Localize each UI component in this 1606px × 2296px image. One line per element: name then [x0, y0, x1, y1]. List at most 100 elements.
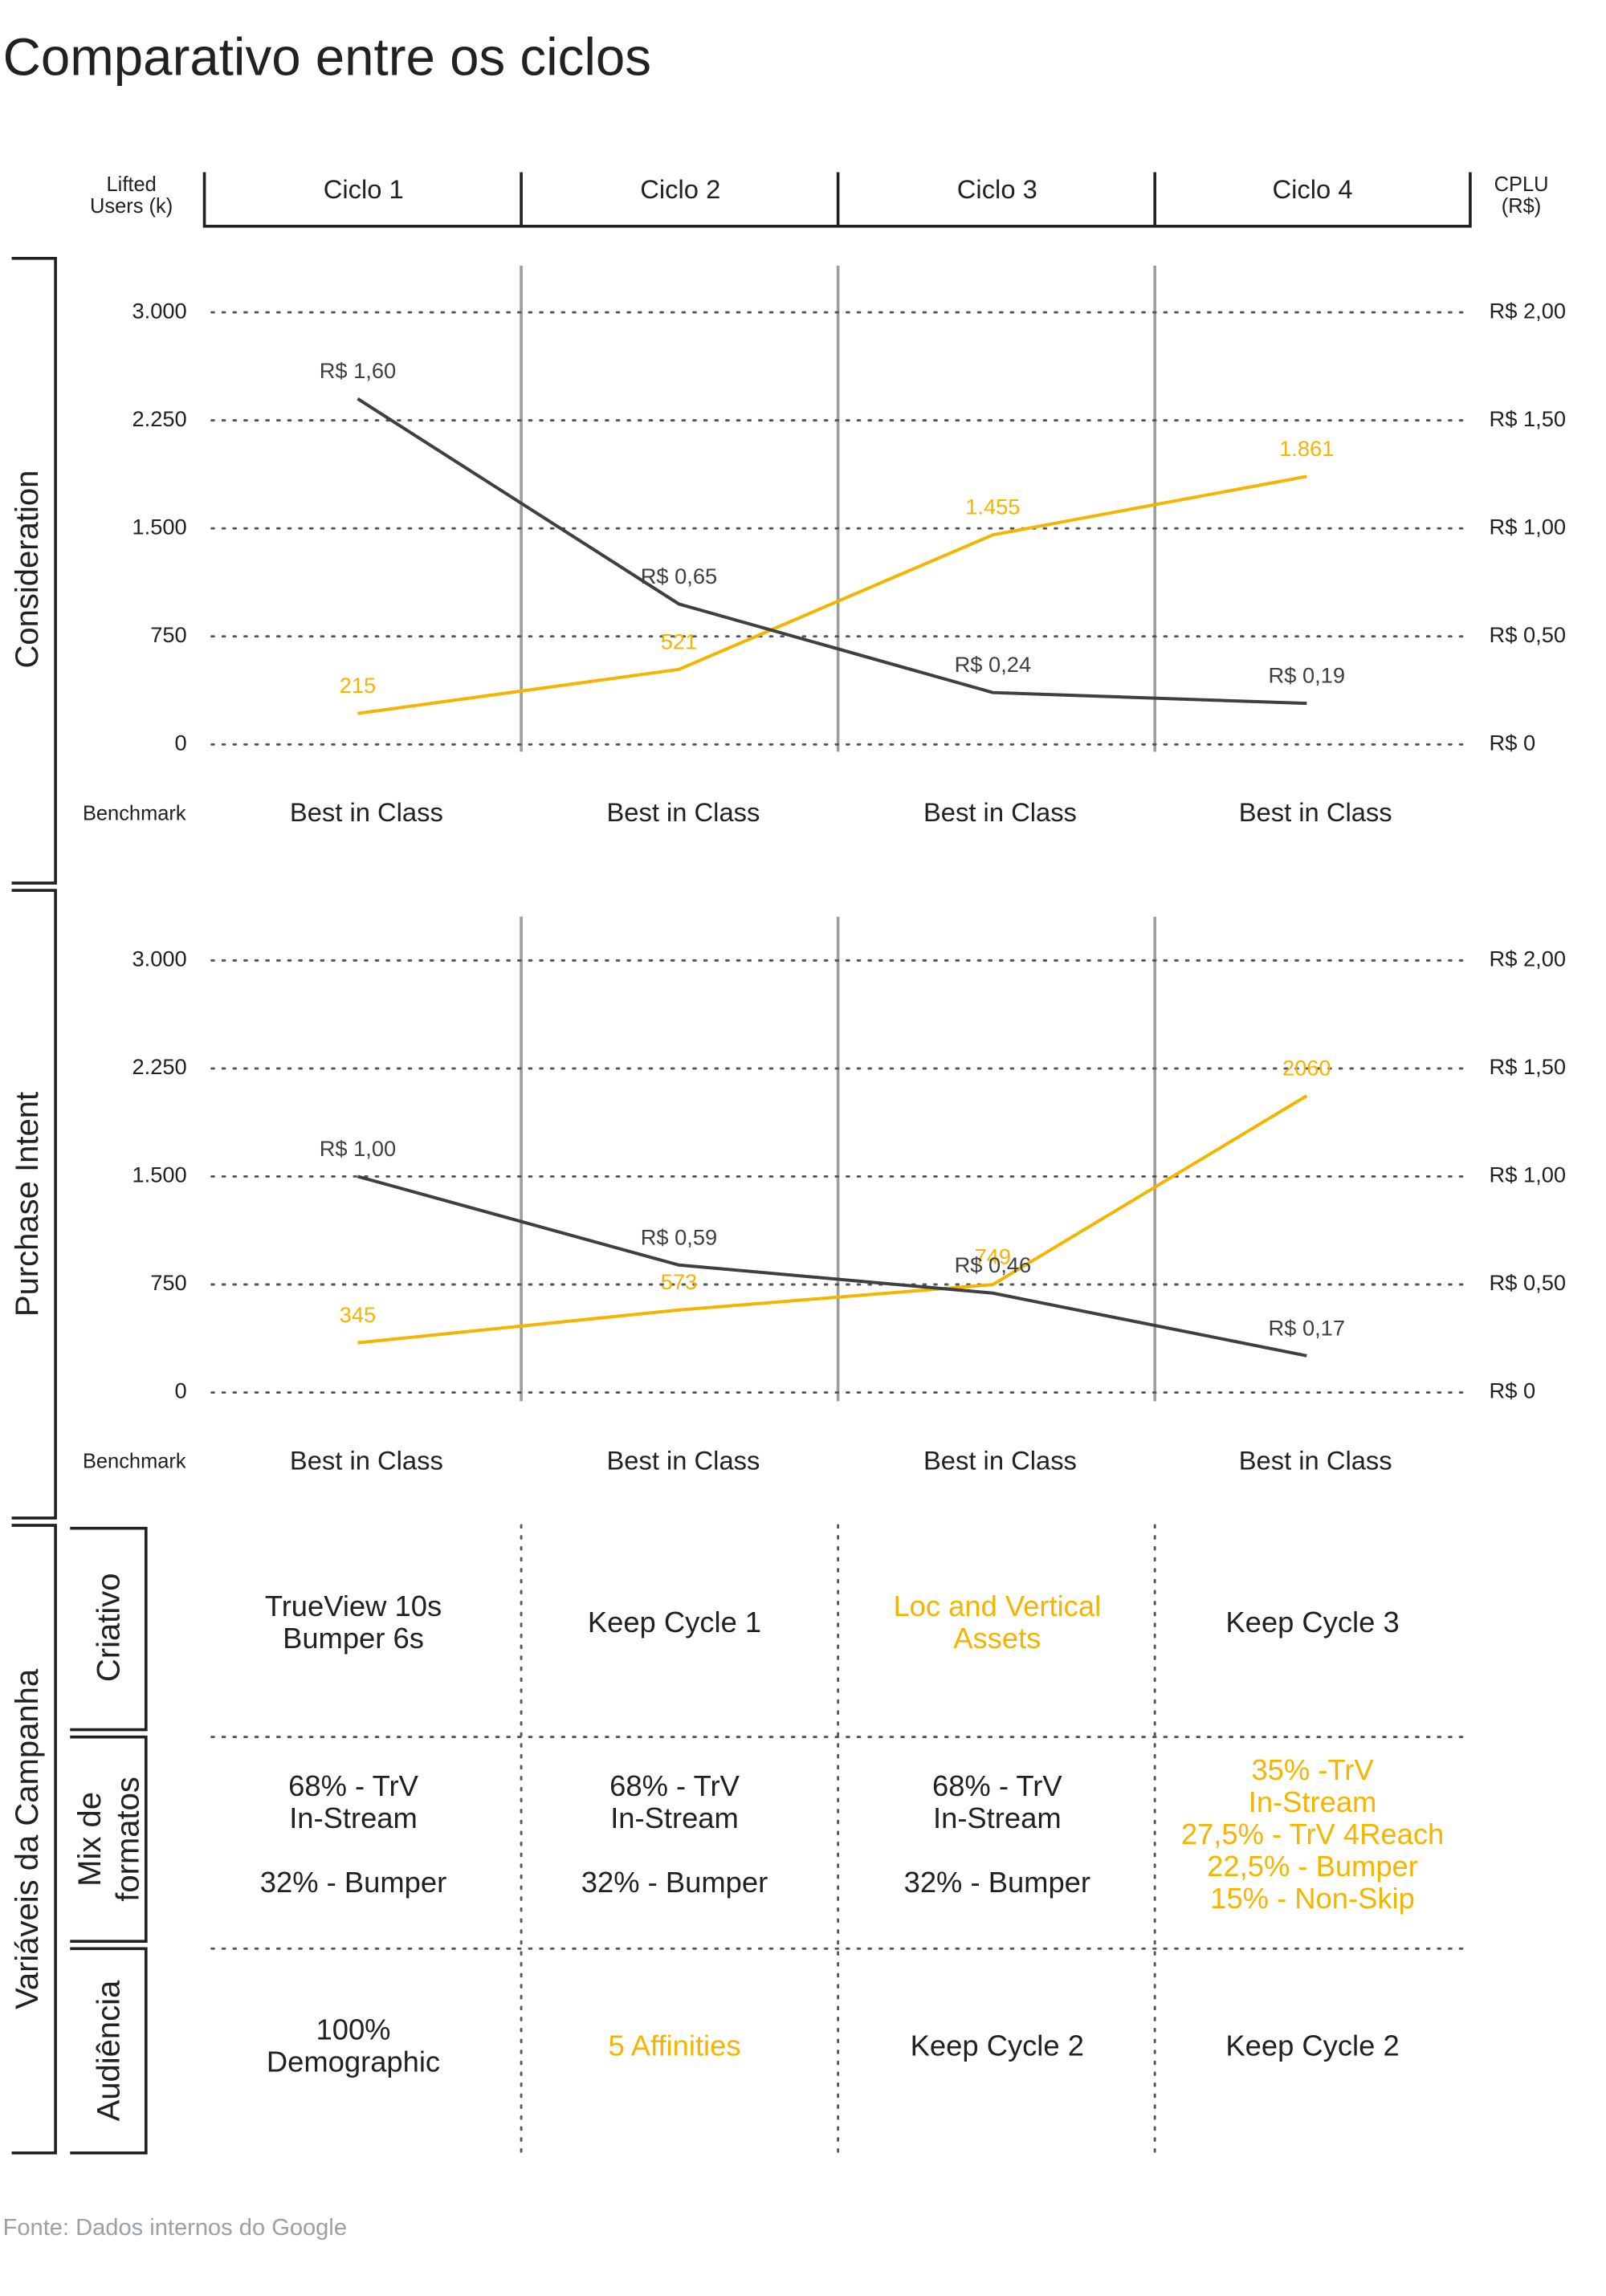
table-cell-line: Assets	[953, 1622, 1041, 1655]
y-axis-label-line: Lifted	[107, 173, 157, 196]
y-axis-label: Lifted Users (k)	[90, 173, 173, 218]
row-bracket	[70, 1526, 148, 1732]
value-label: 749	[975, 1244, 1012, 1269]
y2-tick-label: R$ 1,50	[1490, 1054, 1567, 1079]
y-tick-label: 0	[175, 730, 187, 755]
table-cell-line: 15% - Non-Skip	[1210, 1882, 1415, 1915]
header-frame	[202, 172, 1472, 228]
table-cell-line: 22,5% - Bumper	[1207, 1850, 1418, 1883]
benchmark-value: Best in Class	[606, 1445, 760, 1475]
value-label: 215	[340, 673, 376, 698]
benchmark-value: Best in Class	[923, 1445, 1077, 1475]
value-label: 1.861	[1279, 436, 1334, 461]
y-tick-label: 1.500	[132, 514, 186, 539]
table-cell-line: 35% -TrV	[1251, 1753, 1374, 1786]
value-label: R$ 0,17	[1269, 1315, 1346, 1340]
y2-tick-label: R$ 1,00	[1490, 1162, 1567, 1187]
benchmark-label: Benchmark	[83, 1451, 186, 1473]
y2-axis-label-line: CPLU	[1494, 173, 1549, 196]
table-cell-line: Bumper 6s	[283, 1622, 424, 1655]
table-cell-line: In-Stream	[933, 1801, 1062, 1834]
value-label: R$ 1,60	[320, 358, 397, 383]
value-label: 1.455	[965, 495, 1020, 519]
y-tick-label: 0	[175, 1378, 187, 1403]
y-tick-label: 2.250	[132, 406, 186, 431]
series-line	[357, 1094, 1308, 1345]
benchmark-value: Best in Class	[290, 1445, 443, 1475]
chart-title: Purchase Intent	[10, 1092, 45, 1317]
y2-axis-label-line: (R$)	[1502, 195, 1541, 218]
value-label: R$ 1,00	[320, 1136, 397, 1161]
y2-tick-label: R$ 2,00	[1490, 298, 1567, 323]
value-label: 2060	[1282, 1055, 1331, 1080]
benchmark-label: Benchmark	[83, 802, 186, 824]
y-tick-label: 2.250	[132, 1054, 186, 1079]
y-tick-label: 1.500	[132, 1162, 186, 1187]
value-label: R$ 0,65	[641, 564, 718, 588]
row-label: Criativo	[92, 1573, 127, 1682]
table-cell-line: In-Stream	[610, 1801, 739, 1834]
chart-title: Consideration	[10, 470, 45, 669]
table-cell-line: TrueView 10s	[265, 1590, 442, 1622]
table-cell-line: 27,5% - TrV 4Reach	[1181, 1818, 1444, 1850]
series-line	[357, 397, 1307, 706]
table-cell-line: Keep Cycle 3	[1225, 1606, 1399, 1639]
column-header: Ciclo 3	[957, 174, 1037, 204]
column-header: Ciclo 1	[324, 174, 404, 204]
section-bracket	[11, 889, 57, 1520]
column-header: Ciclo 2	[640, 174, 720, 204]
table-title: Variáveis da Campanha	[10, 1668, 45, 2009]
y2-tick-label: R$ 0	[1490, 730, 1536, 755]
value-label: 521	[661, 629, 698, 653]
series-line	[357, 1174, 1307, 1358]
y2-tick-label: R$ 0,50	[1490, 1270, 1567, 1295]
value-label: 573	[661, 1269, 698, 1294]
value-label: R$ 0,46	[955, 1252, 1032, 1277]
y-tick-label: 750	[150, 1270, 187, 1295]
row-bracket	[70, 1947, 148, 2155]
table-cell-line: In-Stream	[1249, 1785, 1377, 1818]
table-cell-line: 5 Affinities	[608, 2029, 740, 2062]
row-label: formatos	[110, 1777, 145, 1902]
table-cell-line: In-Stream	[289, 1801, 418, 1834]
table-cell-line: Keep Cycle 1	[588, 1606, 761, 1639]
table-cell-line: 100%	[316, 2013, 391, 2046]
y-tick-label: 3.000	[132, 946, 186, 971]
row-label: Mix de	[72, 1792, 108, 1887]
y2-tick-label: R$ 0,50	[1490, 622, 1567, 647]
table-cell-line: Keep Cycle 2	[911, 2029, 1084, 2062]
page-title: Comparativo entre os ciclos	[3, 28, 651, 87]
table-cell-line: 68% - TrV	[609, 1769, 740, 1802]
value-label: 345	[340, 1302, 376, 1327]
y-axis-label-line: Users (k)	[90, 195, 173, 218]
table-cell-line: 32% - Bumper	[581, 1866, 768, 1899]
y2-tick-label: R$ 1,50	[1490, 406, 1567, 431]
benchmark-value: Best in Class	[1239, 797, 1392, 827]
y-tick-label: 750	[150, 622, 187, 647]
source-note: Fonte: Dados internos do Google	[3, 2215, 347, 2241]
section-bracket	[11, 1524, 57, 2155]
benchmark-value: Best in Class	[923, 797, 1077, 827]
y2-tick-label: R$ 1,00	[1490, 514, 1567, 539]
row-label: Audiência	[92, 1980, 127, 2121]
row-bracket	[70, 1735, 148, 1943]
table-cell-line: Loc and Vertical	[893, 1590, 1101, 1622]
y2-tick-label: R$ 2,00	[1490, 946, 1567, 971]
table-cell-line: Demographic	[267, 2046, 440, 2078]
table-cell-line: Keep Cycle 2	[1225, 2029, 1399, 2062]
value-label: R$ 0,59	[641, 1224, 718, 1249]
table-cell-line: 32% - Bumper	[260, 1866, 446, 1899]
y2-axis-label: CPLU (R$)	[1494, 173, 1549, 218]
benchmark-value: Best in Class	[606, 797, 760, 827]
series-line	[357, 474, 1307, 715]
y2-tick-label: R$ 0	[1490, 1378, 1536, 1403]
benchmark-value: Best in Class	[1239, 1445, 1392, 1475]
table-cell-line: 68% - TrV	[932, 1769, 1062, 1802]
table-cell-line: 32% - Bumper	[904, 1866, 1090, 1899]
y-tick-label: 3.000	[132, 298, 186, 323]
value-label: R$ 0,19	[1269, 663, 1346, 688]
section-bracket	[11, 257, 57, 885]
table-cell-line: 68% - TrV	[288, 1769, 418, 1802]
value-label: R$ 0,24	[955, 652, 1032, 677]
